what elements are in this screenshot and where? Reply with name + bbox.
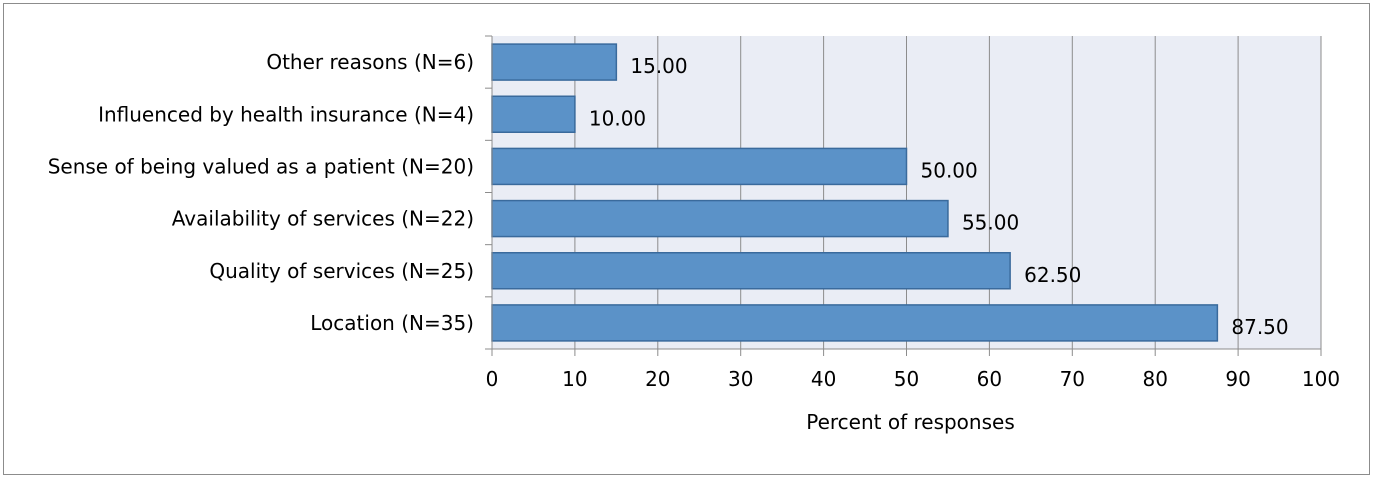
- x-tick-label: 100: [1302, 367, 1340, 391]
- data-label: 50.00: [921, 158, 978, 182]
- bar: [491, 43, 618, 81]
- data-label: 55.00: [962, 211, 1019, 235]
- x-tick-label: 30: [728, 367, 753, 391]
- category-label: Availability of services (N=22): [172, 207, 474, 231]
- data-label: 87.50: [1231, 315, 1288, 339]
- gridlines: [574, 36, 1322, 349]
- x-tick-label: 80: [1142, 367, 1167, 391]
- x-axis-title: Percent of responses: [806, 410, 1015, 434]
- x-tick-label: 20: [645, 367, 670, 391]
- category-label: Location (N=35): [310, 311, 474, 335]
- category-label: Influenced by health insurance (N=4): [98, 102, 474, 126]
- x-tick-label: 60: [977, 367, 1002, 391]
- category-label: Other reasons (N=6): [266, 50, 474, 74]
- x-tick-label: 40: [811, 367, 836, 391]
- bar: [491, 147, 908, 186]
- category-label: Sense of being valued as a patient (N=20…: [48, 154, 474, 178]
- data-label: 15.00: [630, 54, 687, 78]
- category-label: Quality of services (N=25): [209, 259, 474, 283]
- bar: [491, 304, 1219, 342]
- x-tick-label: 70: [1060, 367, 1085, 391]
- bar-chart: 0 10 20 30 40 50 60 70 80 90 100 Other reasons (N=6…: [48, 35, 1340, 434]
- x-tick-label: 0: [486, 367, 499, 391]
- chart-frame: 0 10 20 30 40 50 60 70 80 90 100 Other reasons (N=6…: [3, 3, 1370, 475]
- data-label: 10.00: [589, 106, 646, 130]
- x-tick-label: 90: [1225, 367, 1250, 391]
- x-tick-label: 50: [894, 367, 919, 391]
- labels: 0 10 20 30 40 50 60 70 80 90 100 Other reasons (N=6…: [48, 50, 1340, 391]
- axes: [485, 35, 1322, 356]
- data-label: 62.50: [1024, 263, 1081, 287]
- x-tick-label: 10: [562, 367, 587, 391]
- bar: [491, 199, 949, 238]
- bar: [491, 95, 576, 133]
- bar: [491, 252, 1011, 290]
